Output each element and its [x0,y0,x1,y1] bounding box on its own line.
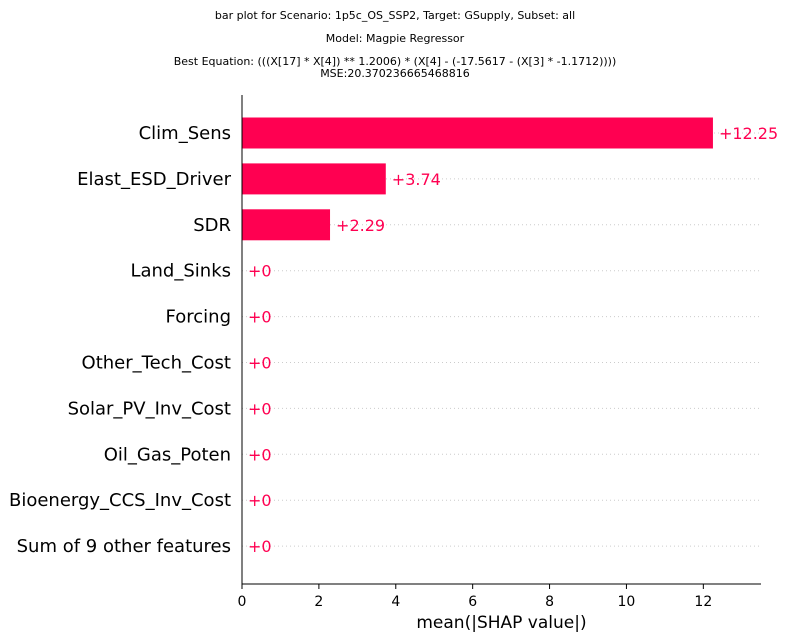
bar-clim-sens [242,117,713,149]
feature-label-oil-gas-poten: Oil_Gas_Poten [104,444,231,465]
value-label-oil-gas-poten: +0 [248,445,272,464]
x-axis-title: mean(|SHAP value|) [416,613,586,633]
value-label-other-tech-cost: +0 [248,354,272,373]
axes: 0 2 4 6 8 10 12 [238,95,761,610]
feature-label-elast-esd-driver: Elast_ESD_Driver [77,169,231,190]
bar-elast-esd-driver [242,163,386,195]
value-label-bioenergy-ccs-inv-cost: +0 [248,491,272,510]
feature-label-clim-sens: Clim_Sens [139,123,231,144]
x-tick-label: 8 [545,594,554,610]
value-label-clim-sens: +12.25 [719,124,778,143]
x-tick-label: 12 [694,594,712,610]
x-tick-label: 2 [314,594,323,610]
value-label-sum-of-9-other-features: +0 [248,537,272,556]
feature-labels: Clim_Sens Elast_ESD_Driver SDR Land_Sinks Fo… [9,123,232,557]
gridlines [242,132,761,547]
chart-title-line-2: Model: Magpie Regressor [325,32,465,45]
value-labels: +12.25 +3.74 +2.29 +0 +0 +0 +0 +0 +0 +0 [248,124,778,556]
feature-label-solar-pv-inv-cost: Solar_PV_Inv_Cost [68,398,231,419]
feature-label-sum-of-9-other-features: Sum of 9 other features [17,536,231,557]
x-tick-label: 10 [618,594,636,610]
feature-label-land-sinks: Land_Sinks [130,261,231,282]
value-label-land-sinks: +0 [248,262,272,281]
feature-label-other-tech-cost: Other_Tech_Cost [82,353,231,374]
x-tick-label: 4 [391,594,400,610]
feature-label-forcing: Forcing [166,307,231,328]
bar-sdr [242,209,331,241]
feature-label-bioenergy-ccs-inv-cost: Bioenergy_CCS_Inv_Cost [9,490,231,511]
bars [242,117,713,241]
value-label-elast-esd-driver: +3.74 [392,170,441,189]
chart-title-line-1: bar plot for Scenario: 1p5c_OS_SSP2, Tar… [214,9,576,22]
chart-title-line-4: MSE:20.370236665468816 [320,67,470,80]
value-label-forcing: +0 [248,308,272,327]
value-label-solar-pv-inv-cost: +0 [248,399,272,418]
value-label-sdr: +2.29 [336,216,385,235]
x-tick-label: 0 [238,594,247,610]
x-tick-label: 6 [468,594,477,610]
chart-title-line-3: Best Equation: (((X[17] * X[4]) ** 1.200… [173,55,617,68]
feature-label-sdr: SDR [193,215,231,236]
